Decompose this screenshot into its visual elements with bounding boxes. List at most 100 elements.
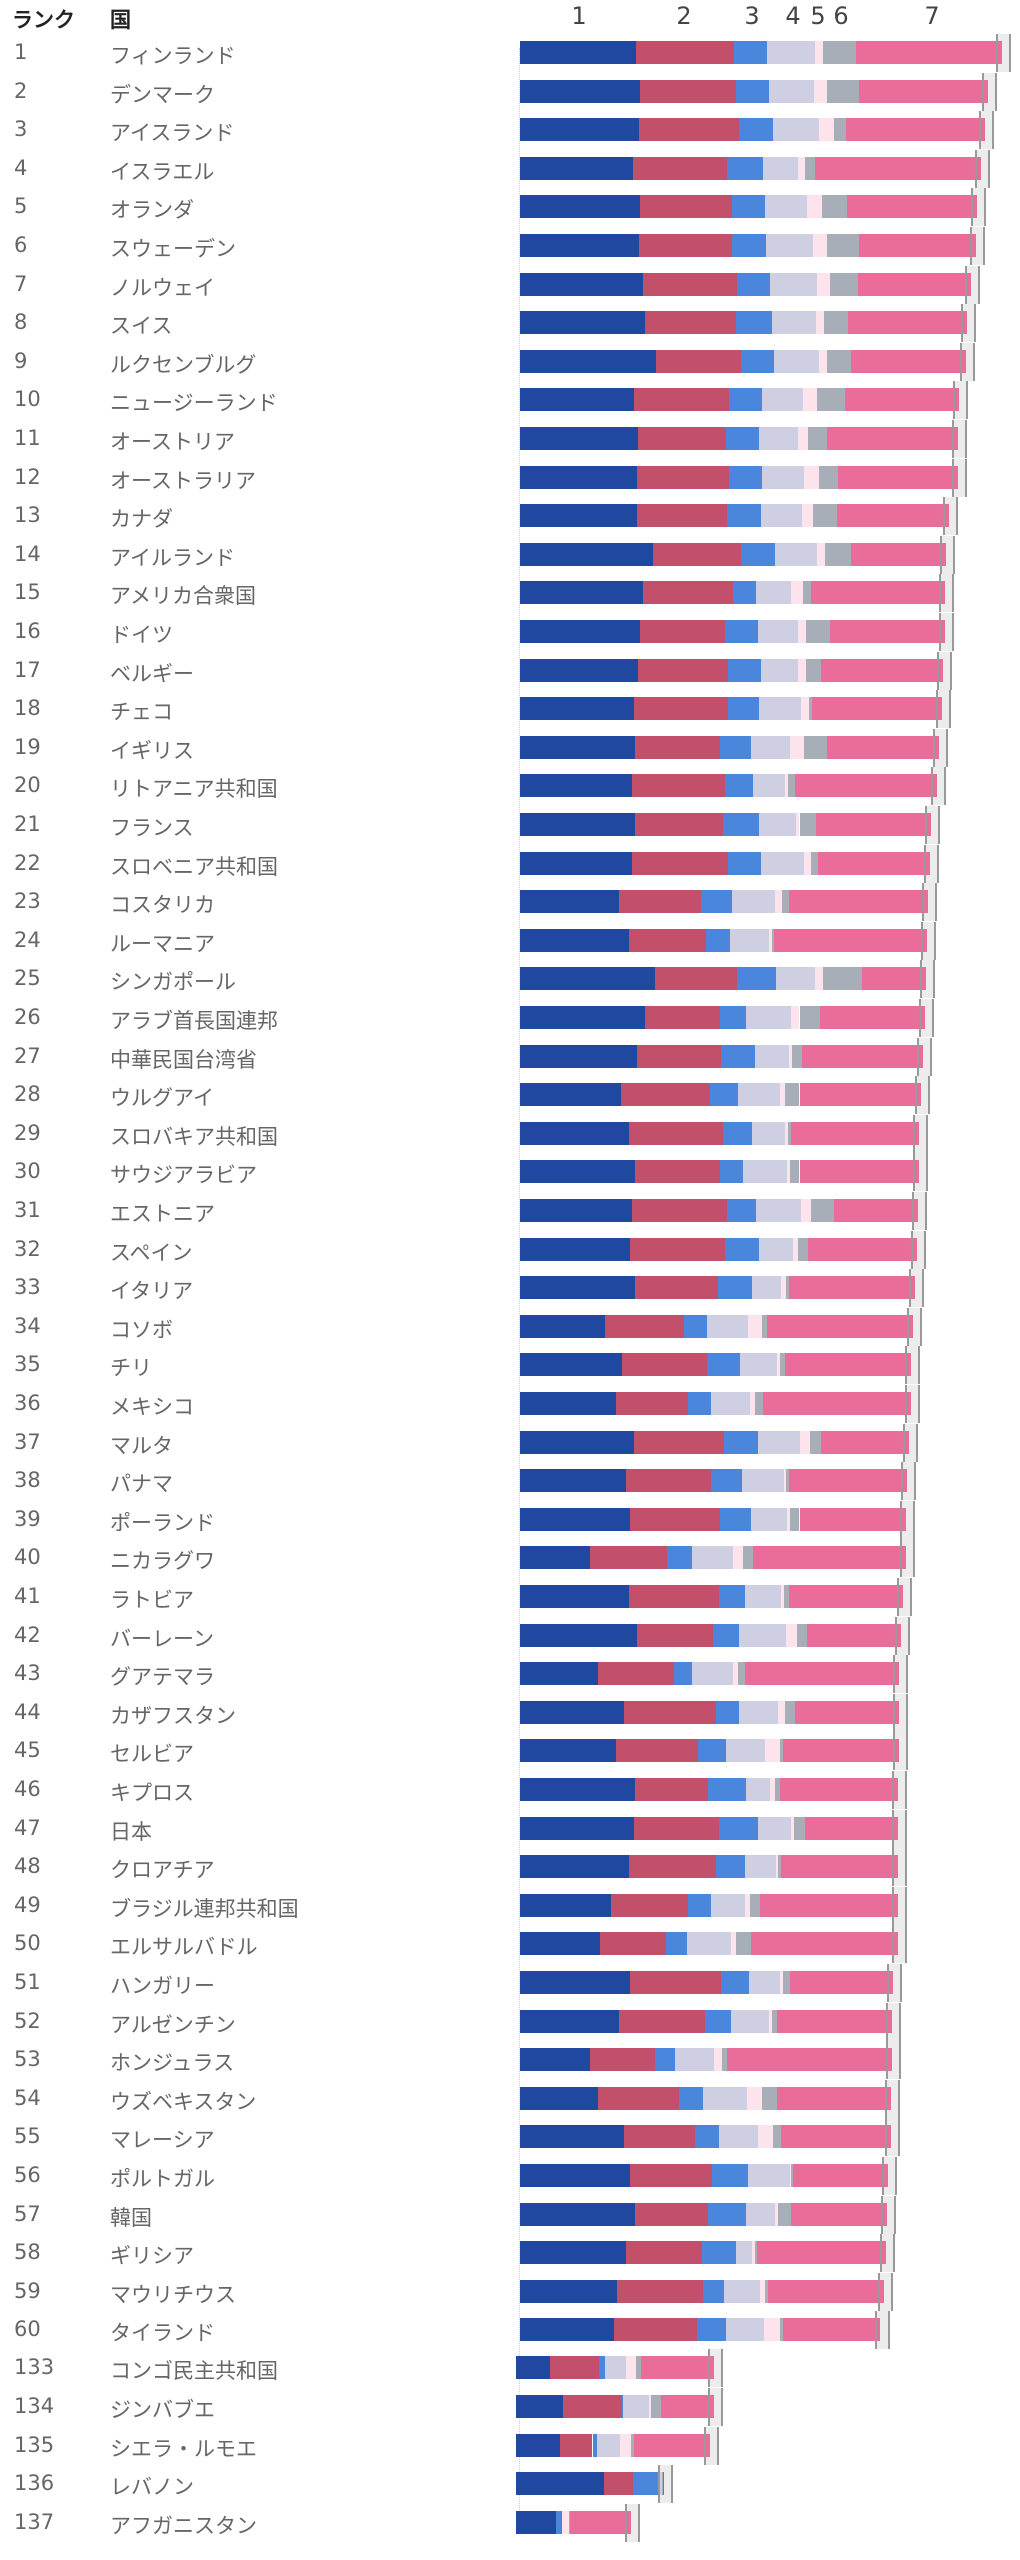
bar-segment-freedom	[758, 427, 798, 450]
bar-segment-dystopia_residual	[805, 1816, 899, 1840]
bar-segment-gdp	[520, 697, 634, 721]
ci-whisker-high	[995, 72, 998, 111]
ci-whisker-low	[891, 1848, 894, 1887]
bar-segment-gdp	[520, 1353, 623, 1377]
bar-segment-social	[638, 118, 739, 142]
ci-whisker-low	[904, 1346, 907, 1385]
bar-segment-freedom	[752, 774, 786, 798]
country-name: ブラジル連邦共和国	[110, 1896, 299, 1921]
bar-segment-freedom	[675, 2048, 715, 2072]
bar-segment-social	[635, 1276, 719, 1300]
bar-segment-dystopia_residual	[776, 2009, 892, 2033]
bar-segment-gdp	[520, 1083, 621, 1107]
bar-segment-social	[645, 311, 736, 335]
legend-label-5: 5	[810, 2, 826, 30]
ci-whisker-high	[892, 2234, 895, 2273]
rank-value: 45	[14, 1738, 41, 1763]
bar-segment-dystopia_residual	[794, 1700, 900, 1724]
bar-segment-corruption	[737, 1662, 745, 1686]
baseline-dotted-line	[519, 48, 520, 2528]
bar-segment-dystopia_residual	[767, 1314, 913, 1338]
rank-value: 31	[14, 1198, 41, 1222]
rank-value: 55	[14, 2124, 41, 2149]
table-row: 33 イタリア	[0, 1269, 1020, 1308]
ci-whisker-low	[892, 1809, 895, 1848]
bar-segment-gdp	[516, 2472, 604, 2496]
ci-whisker-low	[965, 265, 968, 304]
country-name: イタリア	[110, 1279, 194, 1304]
rank-value: 12	[14, 464, 41, 489]
bar-segment-gdp	[520, 890, 620, 914]
bar-segment-corruption	[788, 774, 796, 798]
ci-whisker-low	[900, 1462, 903, 1501]
bar-segment-gdp	[520, 2048, 590, 2072]
table-row: 45 セルビア	[0, 1732, 1020, 1771]
country-name: コスタリカ	[110, 893, 215, 918]
bar-segment-generosity	[819, 349, 828, 373]
rank-value: 36	[14, 1391, 41, 1415]
bar-segment-dystopia_residual	[855, 41, 1002, 64]
table-row: 135 シエラ・ルモエ	[0, 2426, 1020, 2465]
bar-segment-corruption	[791, 2164, 794, 2187]
bar-segment-health	[727, 504, 762, 528]
rank-value: 5	[14, 194, 28, 219]
bar-segment-corruption	[722, 2048, 728, 2072]
table-row: 22 スロベニア共和国	[0, 844, 1020, 883]
bar-segment-health	[722, 1121, 752, 1145]
country-name: マルタ	[110, 1433, 173, 1458]
bar-segment-freedom	[745, 2202, 775, 2226]
bar-segment-gdp	[520, 2086, 598, 2110]
bar-segment-freedom	[755, 1044, 789, 1068]
bar-segment-freedom	[724, 2279, 760, 2303]
bar-segment-freedom	[774, 542, 817, 566]
bar-segment-gdp	[520, 1778, 636, 1801]
bar-segment-dystopia_residual	[789, 1585, 904, 1608]
bar-segment-freedom	[760, 658, 799, 682]
table-row: 30 サウジアラビア	[0, 1153, 1020, 1192]
bar-segment-gdp	[520, 234, 639, 257]
bar-segment-gdp	[516, 2394, 563, 2418]
bar-segment-dystopia_residual	[756, 2241, 886, 2265]
bar-segment-corruption	[569, 2511, 570, 2534]
bar-segment-health	[705, 2009, 731, 2033]
bar-segment-gdp	[520, 118, 639, 142]
table-row: 57 韓国	[0, 2195, 1020, 2234]
ci-whisker-high	[913, 1500, 916, 1539]
bar-segment-corruption	[834, 118, 846, 142]
bar-segment-dystopia_residual	[858, 272, 972, 296]
ci-whisker-high	[887, 2311, 890, 2350]
bar-segment-health	[719, 1160, 743, 1184]
bar-segment-gdp	[520, 620, 641, 643]
rank-value: 14	[14, 541, 41, 566]
bar-segment-dystopia_residual	[790, 1121, 920, 1145]
rank-value: 8	[14, 310, 28, 335]
rank-value: 3	[14, 117, 28, 142]
rank-value: 23	[14, 889, 41, 914]
bar-segment-gdp	[520, 1430, 634, 1454]
bar-segment-dystopia_residual	[830, 620, 946, 643]
bar-segment-health	[674, 1662, 693, 1686]
bar-segment-health	[679, 2086, 704, 2110]
country-name: ホンジュラス	[110, 2051, 235, 2076]
bar-segment-freedom	[750, 735, 790, 759]
bar-segment-generosity	[796, 813, 800, 836]
country-name: イギリス	[110, 738, 194, 763]
bar-segment-freedom	[761, 465, 804, 489]
table-row: 12 オーストラリア	[0, 458, 1020, 497]
country-name: マウリチウス	[110, 2282, 236, 2307]
bar-segment-dystopia_residual	[789, 1971, 893, 1994]
table-row: 40 ニカラグワ	[0, 1539, 1020, 1578]
bar-segment-generosity	[785, 1623, 798, 1647]
bar-segment-gdp	[520, 1314, 605, 1338]
bar-segment-freedom	[726, 1739, 765, 1763]
bar-segment-generosity	[764, 1739, 780, 1763]
bar-segment-social	[633, 697, 728, 721]
bar-segment-social	[597, 2086, 680, 2110]
bar-segment-social	[628, 1121, 723, 1145]
bar-segment-generosity	[768, 2009, 772, 2033]
bar-segment-dystopia_residual	[811, 697, 943, 721]
ci-whisker-low	[940, 535, 943, 574]
rank-value: 21	[14, 812, 41, 836]
legend-label-3: 3	[744, 2, 760, 30]
ci-whisker-low	[909, 1269, 912, 1308]
